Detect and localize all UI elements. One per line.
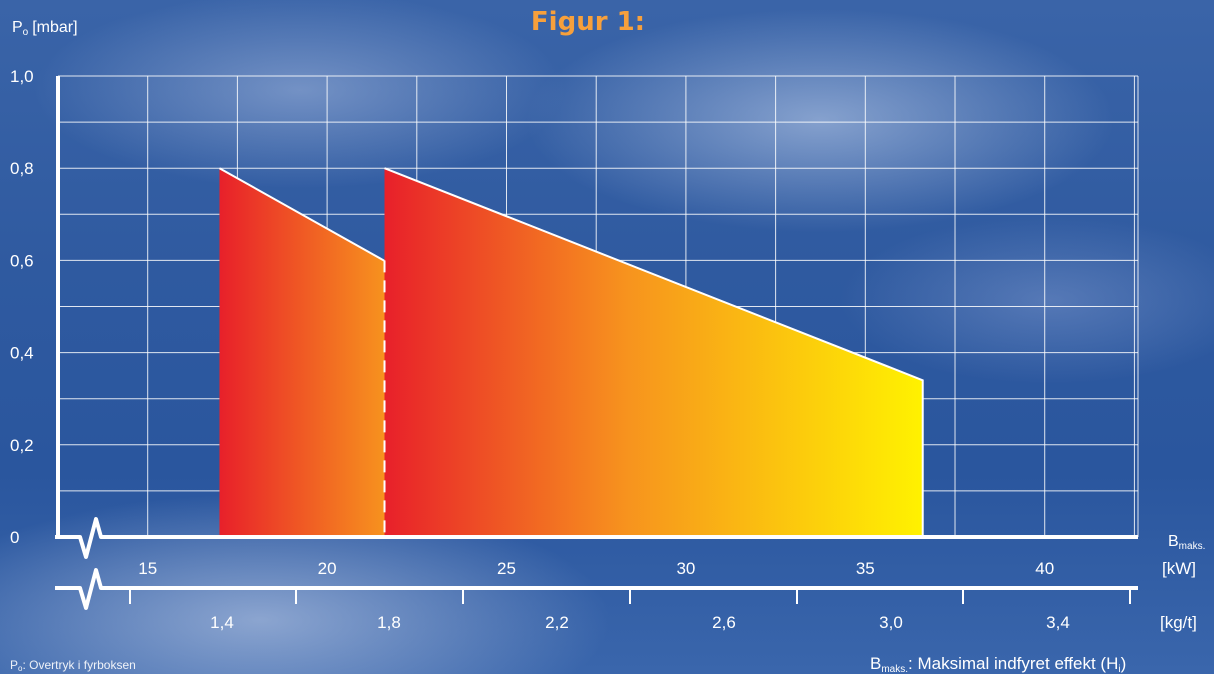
y-axis-label-sub: o <box>23 27 29 38</box>
y-axis-label-unit: [mbar] <box>32 19 77 36</box>
footnote-left-text: : Overtryk i fyrboksen <box>22 658 135 672</box>
y-tick-label: 0,4 <box>10 344 34 363</box>
footnote-right-sub: maks. <box>881 664 908 674</box>
footnote-right-close: ) <box>1121 654 1127 673</box>
kgt-tick-label: 1,8 <box>377 613 401 632</box>
kgt-tick-label: 1,4 <box>210 613 234 632</box>
y-tick-label: 1,0 <box>10 67 34 86</box>
y-tick-label: 0,8 <box>10 159 34 178</box>
data-areas <box>218 167 924 537</box>
kw-unit-label: [kW] <box>1162 559 1196 578</box>
kgt-tick-label: 2,2 <box>545 613 569 632</box>
kgt-axis-line <box>55 568 1138 610</box>
kgt-tick-label: 3,0 <box>879 613 903 632</box>
y-tick-label: 0,2 <box>10 436 34 455</box>
x-axis-label-right: Bmaks. <box>1168 533 1205 552</box>
y-axis-label-main: P <box>12 19 23 36</box>
y-tick-label: 0 <box>10 528 19 547</box>
footnote-left-main: P <box>10 658 18 672</box>
x-axis-label-right-sub: maks. <box>1179 541 1206 552</box>
kw-tick-label: 20 <box>318 559 337 578</box>
area-outline-2 <box>384 167 924 537</box>
kw-axis-line <box>55 517 1138 559</box>
y-tick-label: 0,6 <box>10 251 34 270</box>
area-shape-2 <box>384 168 923 537</box>
kw-tick-label: 30 <box>676 559 695 578</box>
kgt-tick-label: 3,4 <box>1046 613 1070 632</box>
footnote-left-sub: o <box>18 664 23 673</box>
footnote-right: Bmaks.: Maksimal indfyret effekt (Hi) <box>870 654 1126 674</box>
kgt-tick-label: 2,6 <box>712 613 736 632</box>
axes <box>55 76 1138 610</box>
kw-tick-label: 15 <box>138 559 157 578</box>
kw-tick-label: 40 <box>1035 559 1054 578</box>
kw-tick-label: 25 <box>497 559 516 578</box>
labels: 1,0 0,8 0,6 0,4 0,2 0 15 20 25 30 35 40 1,4 1,8 2,2 2,6… <box>10 67 1070 632</box>
kgt-unit-label: [kg/t] <box>1160 613 1197 632</box>
y-axis-label: Po [mbar] <box>12 19 78 38</box>
footnote-right-sub2: i <box>1118 664 1120 674</box>
x-axis-label-right-main: B <box>1168 533 1179 550</box>
kw-tick-label: 35 <box>856 559 875 578</box>
footnote-left: Po: Overtryk i fyrboksen <box>10 658 136 673</box>
footnote-right-text: : Maksimal indfyret effekt (H <box>908 654 1118 673</box>
footnote-right-main: B <box>870 654 881 673</box>
chart-title: Figur 1: <box>531 7 645 37</box>
